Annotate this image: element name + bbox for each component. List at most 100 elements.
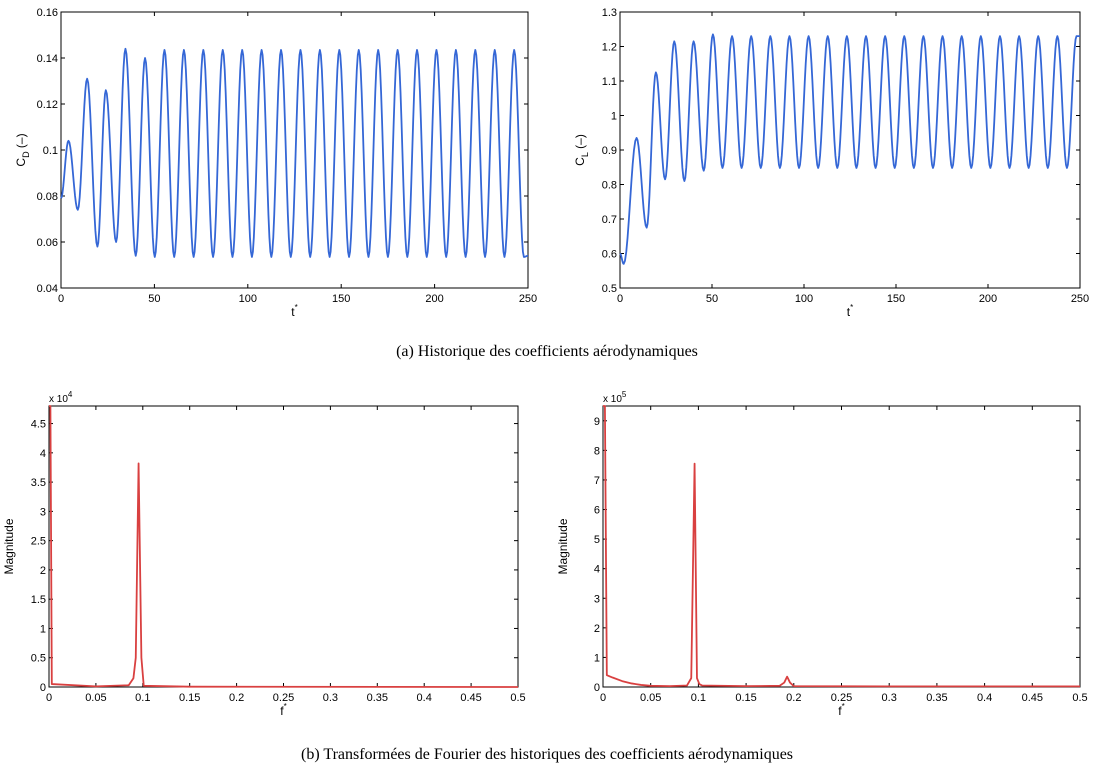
y-tick-label: 1: [594, 652, 600, 664]
x-tick-label: 0: [46, 692, 52, 704]
plot-frame: [48, 405, 519, 688]
y-tick-label: 2: [40, 565, 46, 577]
y-tick-label: 2.5: [31, 536, 46, 548]
series-line: [603, 405, 1080, 688]
y-tick-label: 7: [594, 475, 600, 487]
x-tick-label: 200: [425, 293, 443, 305]
series-line: [60, 47, 529, 258]
y-axis-label-unit: (–): [573, 134, 587, 152]
plot-frame: [602, 405, 1081, 688]
x-tick-label: 0.2: [786, 692, 801, 704]
y-tick-label: 0.5: [31, 653, 46, 665]
y-tick-label: 0.04: [37, 283, 58, 295]
x-tick-label: 0.4: [977, 692, 992, 704]
y-multiplier: x 104: [49, 390, 73, 405]
y-tick-label: 1: [611, 111, 617, 123]
x-tick-label: 0.25: [831, 692, 852, 704]
x-tick-label: 0.45: [1022, 692, 1043, 704]
x-tick-label: 0: [600, 692, 606, 704]
x-tick-label: 0.35: [367, 692, 388, 704]
x-tick-label: 150: [887, 293, 905, 305]
x-tick-label: 200: [979, 293, 997, 305]
x-tick-label: 150: [332, 293, 350, 305]
y-tick-label: 0.9: [602, 145, 617, 157]
y-tick-label: 0.12: [37, 99, 58, 111]
y-tick-label: 1.2: [602, 42, 617, 54]
x-axis-label: f*: [280, 702, 286, 718]
y-tick-label: 0: [594, 682, 600, 694]
y-axis-label-sub: L: [580, 152, 590, 157]
x-tick-label: 0.45: [460, 692, 481, 704]
series-line: [49, 405, 519, 688]
y-tick-label: 4.5: [31, 419, 46, 431]
x-tick-label: 0.35: [926, 692, 947, 704]
x-axis-label-sup: *: [284, 702, 287, 711]
x-tick-label: 250: [519, 293, 537, 305]
x-axis-label-sup: *: [295, 303, 298, 312]
y-tick-label: 0.6: [602, 249, 617, 261]
y-tick-label: 0.06: [37, 237, 58, 249]
caption-b: (b) Transformées de Fourier des historiq…: [301, 746, 793, 763]
y-tick-label: 1.1: [602, 76, 617, 88]
y-multiplier-exp: 4: [68, 390, 73, 399]
y-tick-label: 0.7: [602, 214, 617, 226]
x-tick-label: 250: [1071, 293, 1089, 305]
y-axis-label-unit: (–): [14, 133, 28, 151]
x-tick-label: 50: [706, 293, 718, 305]
x-axis-label: t*: [291, 303, 297, 319]
y-axis-label: CD (–): [14, 133, 31, 166]
y-tick-label: 6: [594, 505, 600, 517]
lift-fft-chart: 0 0.05 0.1 0.15 0.2 0.25 0.3 0.35 0.4 0.45 0.5 0 1 2 3…: [556, 390, 1088, 718]
x-tick-label: 50: [148, 293, 160, 305]
y-tick-label: 4: [40, 448, 46, 460]
series-line: [619, 33, 1081, 265]
y-multiplier: x 105: [603, 390, 627, 405]
y-axis-label: Magnitude: [556, 518, 570, 574]
y-tick-label: 0.1: [43, 145, 58, 157]
y-tick-label: 5: [594, 534, 600, 546]
x-tick-label: 0.3: [323, 692, 338, 704]
y-tick-label: 0.16: [37, 7, 58, 19]
x-axis-label: t*: [847, 303, 853, 319]
x-tick-label: 0.05: [640, 692, 661, 704]
x-tick-label: 0.1: [691, 692, 706, 704]
x-axis-label-sup: *: [850, 303, 853, 312]
y-tick-label: 9: [594, 416, 600, 428]
y-tick-label: 1: [40, 623, 46, 635]
y-tick-label: 2: [594, 623, 600, 635]
x-tick-label: 0.1: [135, 692, 150, 704]
x-tick-label: 0.15: [179, 692, 200, 704]
x-tick-label: 0.3: [882, 692, 897, 704]
x-tick-label: 0.5: [510, 692, 525, 704]
lift-coefficient-chart: 0 50 100 150 200 250 0.5 0.6 0.7 0.8 0.9 1 1.1 1.2 1.3…: [573, 7, 1089, 319]
y-tick-label: 1.3: [602, 7, 617, 19]
x-tick-label: 0.05: [85, 692, 106, 704]
y-multiplier-exp: 5: [622, 390, 627, 399]
y-tick-label: 1.5: [31, 594, 46, 606]
x-tick-label: 100: [239, 293, 257, 305]
drag-coefficient-chart: 0 50 100 150 200 250 0.04 0.06 0.08 0.1 0.12 0.14 0.…: [14, 7, 537, 319]
x-tick-label: 0.5: [1072, 692, 1087, 704]
y-tick-label: 0: [40, 682, 46, 694]
y-tick-label: 0.14: [37, 53, 58, 65]
y-tick-label: 4: [594, 564, 600, 576]
x-tick-label: 0: [617, 293, 623, 305]
x-tick-label: 0.25: [273, 692, 294, 704]
y-axis-label: Magnitude: [2, 518, 16, 574]
x-tick-label: 0: [58, 293, 64, 305]
drag-fft-chart: 0 0.05 0.1 0.15 0.2 0.25 0.3 0.35 0.4 0.45 0.5 0 0.5…: [2, 390, 526, 718]
x-tick-label: 0.15: [735, 692, 756, 704]
y-tick-label: 3: [594, 593, 600, 605]
x-axis-label: f*: [838, 702, 844, 718]
y-tick-label: 3: [40, 506, 46, 518]
y-tick-label: 3.5: [31, 477, 46, 489]
y-tick-label: 8: [594, 445, 600, 457]
y-tick-label: 0.8: [602, 180, 617, 192]
caption-a: (a) Historique des coefficients aérodyna…: [396, 343, 698, 360]
x-axis-label-sup: *: [842, 702, 845, 711]
y-axis-label-sub: D: [21, 151, 31, 158]
x-tick-label: 0.4: [417, 692, 432, 704]
x-tick-label: 100: [795, 293, 813, 305]
y-axis-label: CL (–): [573, 134, 590, 166]
